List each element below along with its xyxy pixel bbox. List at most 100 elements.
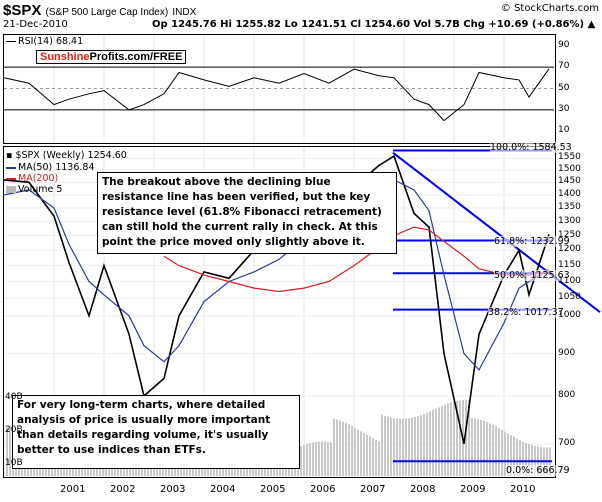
symbol: $SPX <box>3 2 42 19</box>
volume-bar <box>363 433 365 476</box>
volume-bar <box>342 421 344 476</box>
y-tick-label: 1400 <box>558 188 581 199</box>
x-tick-label: 2005 <box>260 484 286 495</box>
volume-bar <box>366 434 368 476</box>
volume-bar <box>339 420 341 476</box>
volume-bar <box>315 442 317 476</box>
volume-bar <box>435 408 437 476</box>
volume-bar <box>492 424 494 476</box>
legend-ma200: MA(200) <box>6 173 58 184</box>
x-tick-label: 2002 <box>110 484 136 495</box>
ma200-legend-text: MA(200) <box>18 173 59 184</box>
rsi-label-text: RSI(14) 68.41 <box>18 36 84 47</box>
logo-red-text: Sunshine <box>40 51 90 63</box>
y-tick-label: 900 <box>558 347 576 358</box>
volume-bar <box>351 426 353 476</box>
y-tick-label: 1450 <box>558 176 581 187</box>
rsi-tick-label: 10 <box>558 125 570 136</box>
volume-bar <box>402 418 404 476</box>
volume-bar <box>327 441 329 476</box>
volume-bar <box>312 442 314 476</box>
volume-bar <box>336 419 338 476</box>
volume-bar <box>516 438 518 476</box>
x-tick-label: 2007 <box>360 484 386 495</box>
volume-bar <box>501 429 503 476</box>
rsi-tick-label: 70 <box>558 61 570 72</box>
volume-bar <box>432 410 434 476</box>
x-tick-label: 2010 <box>510 484 536 495</box>
volume-bar <box>426 412 428 476</box>
volume-bar <box>357 429 359 476</box>
y-tick-label: 1550 <box>558 152 581 163</box>
volume-bar <box>465 399 467 476</box>
volume-bar <box>372 438 374 476</box>
volume-bar <box>306 444 308 476</box>
volume-bar <box>408 418 410 476</box>
y-tick-label: 1150 <box>558 259 581 270</box>
y-tick-label: 1100 <box>558 275 581 286</box>
rsi-label: RSI(14) 68.41 <box>6 36 83 47</box>
date-label: 21-Dec-2010 <box>3 19 68 30</box>
x-tick-label: 2009 <box>460 484 486 495</box>
volume-bar <box>510 435 512 476</box>
chart-title: $SPX (S&P 500 Large Cap Index) INDX <box>3 2 196 19</box>
volume-bar <box>495 426 497 476</box>
fib-382-label: 38.2%: 1017.37 <box>488 307 564 318</box>
annotation-indices: For very long-term charts, where detaile… <box>12 395 300 469</box>
volume-bar <box>522 441 524 476</box>
volume-bar <box>519 440 521 476</box>
volume-swatch <box>6 186 16 193</box>
rsi-line <box>3 68 550 122</box>
fib-0-label: 0.0%: 666.79 <box>506 465 570 476</box>
volume-bar <box>498 428 500 476</box>
logo-black-text: Profits.com/FREE <box>89 51 183 63</box>
rsi-tick-label: 90 <box>558 39 570 50</box>
y-tick-label: 1000 <box>558 309 581 320</box>
volume-bar <box>360 431 362 476</box>
volume-bar <box>438 407 440 476</box>
volume-bar <box>459 400 461 476</box>
volume-bar <box>417 416 419 476</box>
volume-bar <box>303 445 305 476</box>
volume-bar <box>387 416 389 476</box>
volume-bar <box>477 419 479 476</box>
x-tick-label: 2004 <box>210 484 236 495</box>
volume-bar <box>381 414 383 476</box>
ma50-swatch <box>6 166 16 169</box>
volume-tick-label: 10B <box>5 458 23 468</box>
volume-bar <box>441 406 443 476</box>
volume-bar <box>411 417 413 476</box>
volume-bar <box>321 441 323 476</box>
rsi-tick-label: 30 <box>558 103 570 114</box>
volume-bar <box>354 427 356 476</box>
volume-bar <box>507 433 509 476</box>
brand-credit[interactable]: © StockCharts.com <box>500 3 599 14</box>
volume-bar <box>390 417 392 476</box>
volume-bar <box>324 441 326 476</box>
volume-bar <box>489 423 491 476</box>
annotation-resistance: The breakout above the declining blue re… <box>97 172 397 254</box>
volume-bar <box>429 411 431 476</box>
sunshine-profits-logo[interactable]: SunshineProfits.com/FREE <box>36 50 187 64</box>
ma200-swatch <box>6 177 16 180</box>
y-tick-label: 700 <box>558 437 576 448</box>
resistance-line <box>392 151 601 313</box>
x-tick-label: 2001 <box>60 484 86 495</box>
volume-bar <box>453 401 455 476</box>
x-tick-label: 2003 <box>160 484 186 495</box>
index-name: (S&P 500 Large Cap Index) <box>45 7 169 18</box>
y-tick-label: 800 <box>558 389 576 400</box>
main-label: ▪ $SPX (Weekly) 1254.60 <box>6 150 127 161</box>
volume-bar <box>414 416 416 476</box>
volume-bar <box>528 444 530 476</box>
volume-bar <box>450 402 452 476</box>
volume-bar <box>525 442 527 476</box>
volume-bar <box>375 439 377 476</box>
volume-bar <box>330 442 332 476</box>
fib-500-label: 50.0%: 1125.63 <box>494 270 570 281</box>
y-tick-label: 1050 <box>558 292 581 303</box>
y-tick-label: 1300 <box>558 215 581 226</box>
volume-bar <box>378 441 380 476</box>
volume-bar <box>480 419 482 476</box>
volume-bar <box>444 404 446 476</box>
